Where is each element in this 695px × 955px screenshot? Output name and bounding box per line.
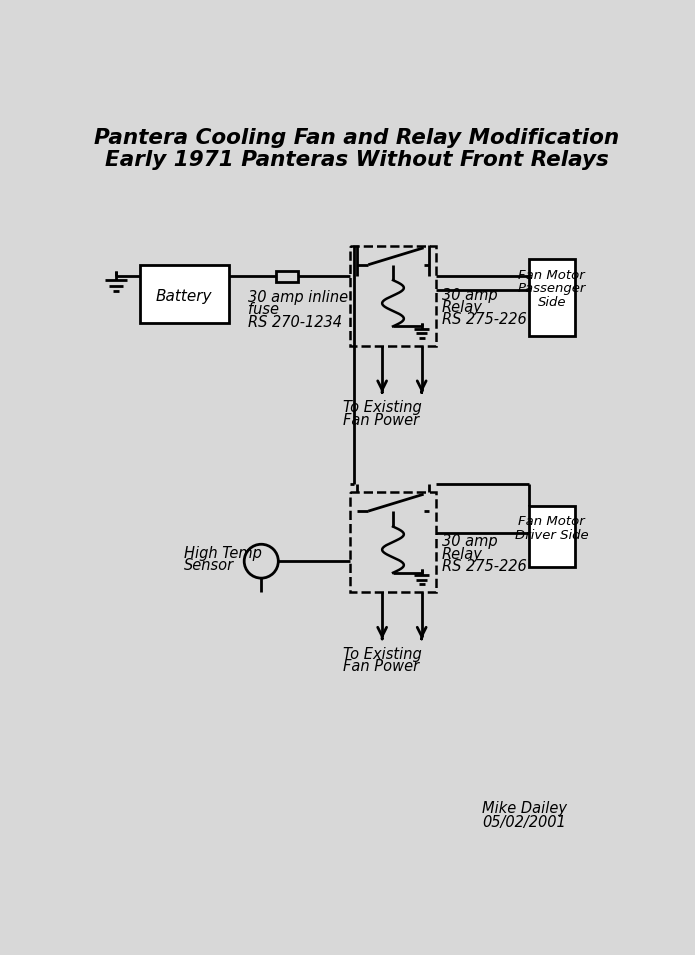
Text: Driver Side: Driver Side xyxy=(515,529,589,541)
Text: Mike Dailey: Mike Dailey xyxy=(482,801,567,817)
Text: RS 270-1234: RS 270-1234 xyxy=(248,315,342,329)
Text: Fan Motor: Fan Motor xyxy=(518,515,585,528)
Text: Relay: Relay xyxy=(442,300,483,315)
Text: To Existing: To Existing xyxy=(343,647,421,662)
Text: Side: Side xyxy=(538,296,566,309)
Text: Passenger: Passenger xyxy=(518,283,586,295)
Bar xyxy=(276,270,297,282)
Text: 05/02/2001: 05/02/2001 xyxy=(482,816,566,830)
Bar xyxy=(350,245,436,346)
Text: Battery: Battery xyxy=(156,289,213,305)
Text: Fan Power: Fan Power xyxy=(343,659,419,674)
Text: RS 275-226: RS 275-226 xyxy=(442,312,527,328)
Text: Fan Power: Fan Power xyxy=(343,413,419,428)
Text: Pantera Cooling Fan and Relay Modification: Pantera Cooling Fan and Relay Modificati… xyxy=(94,129,619,148)
Text: 30 amp: 30 amp xyxy=(442,534,498,549)
Text: Sensor: Sensor xyxy=(183,558,234,573)
Text: 30 amp: 30 amp xyxy=(442,287,498,303)
Text: To Existing: To Existing xyxy=(343,400,421,415)
Text: fuse: fuse xyxy=(248,303,279,317)
Bar xyxy=(529,260,575,336)
Text: Early 1971 Panteras Without Front Relays: Early 1971 Panteras Without Front Relays xyxy=(105,150,608,170)
Text: 30 amp inline: 30 amp inline xyxy=(248,290,348,306)
Text: Relay: Relay xyxy=(442,546,483,562)
Text: RS 275-226: RS 275-226 xyxy=(442,559,527,574)
Bar xyxy=(350,492,436,592)
Text: High Temp: High Temp xyxy=(183,546,261,561)
Text: Fan Motor: Fan Motor xyxy=(518,268,585,282)
Bar xyxy=(529,506,575,567)
Bar xyxy=(140,265,229,323)
